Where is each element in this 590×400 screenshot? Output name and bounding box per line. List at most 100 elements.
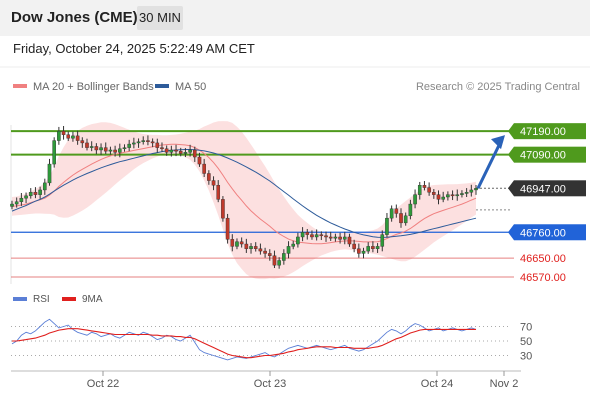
candle <box>371 241 375 253</box>
report-datetime: Friday, October 24, 2025 5:22:49 AM CET <box>13 41 255 56</box>
main-legend: MA 20 + Bollinger Bands MA 50 Research ©… <box>13 81 580 93</box>
ma20-line <box>11 143 477 245</box>
candle <box>474 185 478 195</box>
candle <box>272 250 277 269</box>
timeframe-badge[interactable]: 30 MIN <box>137 6 183 30</box>
candle <box>235 238 239 250</box>
pivot-label: 46760.00 <box>520 227 566 239</box>
candle <box>202 158 206 178</box>
candle <box>211 176 216 191</box>
candle <box>47 158 52 186</box>
candle <box>282 249 286 265</box>
candle <box>385 212 389 238</box>
ma50-legend-swatch <box>155 84 169 88</box>
ma9-legend-label: 9MA <box>82 294 103 305</box>
candle <box>225 213 230 244</box>
resistance-label-arrow <box>508 123 514 140</box>
candle <box>417 181 422 200</box>
candle <box>169 145 174 157</box>
candle <box>464 188 469 197</box>
forecast-arrow-shaft <box>476 140 503 189</box>
candle <box>319 231 324 241</box>
candle <box>38 186 42 199</box>
candle <box>85 138 89 151</box>
candle <box>108 146 113 155</box>
candle <box>178 147 183 157</box>
level-lines-layer <box>11 130 521 278</box>
ma50-line <box>11 149 477 238</box>
candle <box>267 249 272 261</box>
rsi-legend-label: RSI <box>33 294 50 305</box>
candle <box>160 142 164 152</box>
candle <box>94 143 99 155</box>
candle <box>324 231 328 242</box>
candle <box>427 182 431 196</box>
candle <box>375 243 380 253</box>
bollinger-band-layer <box>12 121 476 280</box>
candle <box>253 242 258 252</box>
pivot-label-box <box>514 224 586 241</box>
resistance-label: 47090.00 <box>520 150 566 162</box>
candle <box>347 233 352 247</box>
level-labels-layer: 47190.00 47090.00 46947.00 46760.00 46650.00… <box>476 123 586 284</box>
candle <box>89 141 94 152</box>
ma50-legend-label: MA 50 <box>175 81 206 93</box>
candle <box>399 208 403 228</box>
candle <box>352 239 356 253</box>
candle <box>450 190 455 201</box>
candle <box>174 144 178 157</box>
candle <box>155 138 160 153</box>
candle <box>61 125 66 140</box>
last-price-label: 46947.00 <box>520 183 566 195</box>
candle <box>43 178 47 195</box>
candle <box>80 137 85 148</box>
candle <box>99 143 103 155</box>
candle <box>10 200 14 210</box>
candle <box>338 232 342 244</box>
candle <box>150 138 155 148</box>
candle <box>207 170 211 185</box>
candle <box>432 189 436 199</box>
ma20-legend-swatch <box>13 84 27 88</box>
header-bar: Dow Jones (CME) 30 MIN <box>0 0 590 36</box>
candle <box>57 126 61 145</box>
candle <box>239 237 244 248</box>
candle <box>328 231 333 241</box>
rsi-line <box>11 318 477 361</box>
x-tick-label: Nov 2 <box>490 378 519 390</box>
candle <box>469 184 474 197</box>
candle <box>113 145 117 157</box>
instrument-title: Dow Jones (CME) <box>11 9 138 26</box>
candle <box>413 189 417 209</box>
bollinger-band <box>12 121 476 280</box>
resistance-label: 47190.00 <box>520 126 566 138</box>
candle <box>310 230 314 240</box>
candle <box>197 152 202 167</box>
candle <box>24 192 28 204</box>
candle <box>52 137 56 168</box>
candles-layer <box>10 125 478 269</box>
support-label: 46650.00 <box>520 253 566 265</box>
candle <box>357 243 361 258</box>
candle <box>19 193 24 206</box>
rsi-tick-label: 70 <box>520 322 532 334</box>
candle <box>436 190 441 205</box>
candle <box>366 242 371 254</box>
candle <box>216 180 221 203</box>
rsi-panel: 70 50 30 <box>11 318 532 363</box>
forecast-arrow-head <box>491 135 505 150</box>
resistance-label-arrow <box>508 146 514 163</box>
candle <box>291 240 296 250</box>
last-price-arrow <box>508 180 514 197</box>
pivot-label-arrow <box>508 224 514 241</box>
candle <box>380 230 385 252</box>
candle <box>164 145 169 156</box>
x-tick-label: Oct 23 <box>254 378 286 390</box>
x-tick-label: Oct 22 <box>87 378 119 390</box>
x-axis-ticks: Oct 22 Oct 23 Oct 24 Nov 2 <box>87 371 519 390</box>
candle <box>132 137 136 149</box>
rsi-tick-label: 50 <box>520 336 532 348</box>
candle <box>127 139 131 152</box>
